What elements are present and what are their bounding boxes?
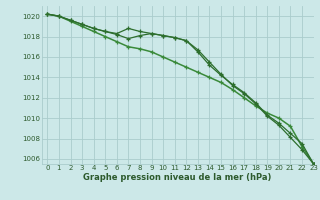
X-axis label: Graphe pression niveau de la mer (hPa): Graphe pression niveau de la mer (hPa) <box>84 173 272 182</box>
